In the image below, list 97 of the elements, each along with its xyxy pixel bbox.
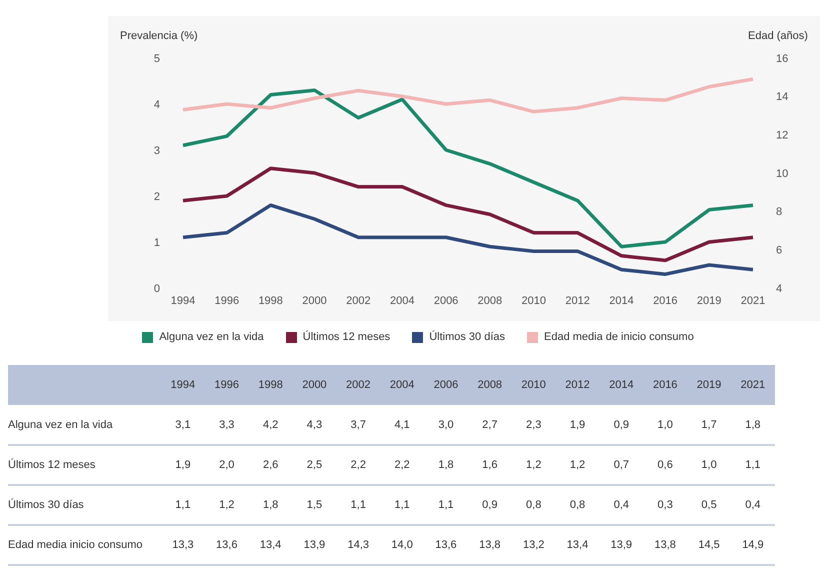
data-label: 3,7 [350, 418, 367, 432]
data-label: 13,2 [522, 538, 546, 553]
x-tick-label: 2016 [653, 294, 678, 307]
y-tick-label: 2 [154, 190, 160, 203]
data-label: 1,8 [437, 458, 455, 473]
data-label: 3,3 [218, 418, 236, 432]
data-label: 1,0 [700, 458, 718, 473]
data-label: 4,3 [306, 418, 324, 432]
data-label: 0,8 [525, 498, 542, 513]
legend-label: Últimos 30 días [429, 331, 505, 343]
data-label: 0,4 [744, 498, 762, 513]
y-tick-label: 5 [154, 52, 160, 65]
legend-label: Edad media de inicio consumo [544, 331, 694, 343]
y-tick-label: 0 [154, 282, 160, 295]
data-label: 4,2 [262, 418, 280, 432]
line-series [181, 77, 755, 114]
data-label: 13,3 [171, 538, 195, 553]
data-label: 13,8 [478, 538, 502, 553]
data-label: 1,2 [218, 498, 236, 513]
data-label: 1,2 [525, 458, 542, 473]
data-label: 1,2 [568, 458, 586, 473]
data-label: 13,6 [434, 538, 458, 553]
data-label: 2,3 [525, 418, 542, 432]
x-tick-label: 2012 [565, 294, 590, 307]
data-label: 1,1 [174, 498, 192, 513]
y2-tick-label: 12 [776, 130, 788, 142]
y2-tick-label: 16 [776, 52, 788, 65]
y2-tick-label: 6 [776, 244, 782, 257]
data-label: 2,2 [350, 458, 367, 473]
data-label: 13,9 [610, 538, 634, 553]
y2-tick-label: 14 [776, 91, 788, 104]
data-label: 2,0 [218, 458, 236, 473]
line-series [181, 88, 755, 248]
data-label: 2,7 [481, 418, 498, 432]
data-label: 13,9 [302, 538, 326, 553]
data-label: 0,3 [656, 498, 674, 513]
data-label: 0,5 [700, 498, 718, 513]
x-tick-label: 2014 [609, 294, 634, 307]
data-label: 2,5 [306, 458, 324, 473]
data-label: 1,9 [568, 418, 586, 432]
data-label: 0,8 [568, 498, 586, 513]
x-tick-label: 2002 [346, 294, 371, 307]
y2-tick-label: 8 [776, 206, 782, 218]
line-series [181, 166, 755, 262]
data-label: 1,7 [700, 418, 718, 432]
data-label: 13,4 [566, 538, 590, 553]
legend-label: Últimos 12 meses [302, 331, 390, 343]
y-tick-label: 4 [154, 98, 160, 111]
x-tick-label: 2000 [302, 294, 327, 307]
data-label: 1,8 [744, 418, 762, 432]
data-label: 1,8 [262, 498, 280, 513]
y-tick-label: 1 [154, 236, 160, 249]
data-label: 1,5 [306, 498, 324, 513]
data-label: 1,1 [744, 458, 762, 473]
data-label: 1,1 [437, 498, 455, 513]
data-label: 3,0 [437, 418, 455, 432]
text: Últimos 12 meses [8, 458, 96, 473]
data-label: 2,6 [262, 458, 280, 473]
data-label: 4,1 [393, 418, 411, 432]
x-tick-label: 2021 [740, 294, 766, 307]
x-tick-label: 1994 [170, 294, 196, 307]
data-label: 1,1 [350, 498, 367, 513]
x-tick-label: 1998 [258, 294, 283, 307]
data-label: 1,9 [174, 458, 192, 473]
data-label: 3,1 [174, 418, 192, 432]
text: Alguna vez en la vida [8, 418, 114, 432]
data-label: 0,9 [481, 498, 498, 513]
line-series [181, 203, 755, 276]
x-tick-label: 2008 [478, 294, 502, 307]
data-label: 0,9 [612, 418, 630, 432]
y-tick-label: 3 [154, 144, 160, 157]
y2-axis-title: Edad (años) [748, 30, 808, 42]
data-label: 14,9 [741, 538, 765, 553]
y-axis-title: Prevalencia (%) [120, 30, 198, 42]
legend-label: Alguna vez en la vida [159, 331, 264, 343]
data-label: 0,6 [656, 458, 674, 473]
data-label: 13,4 [258, 538, 282, 553]
data-label: 14,0 [390, 538, 414, 553]
data-label: 13,8 [653, 538, 677, 553]
data-label: 0,7 [612, 458, 630, 473]
x-tick-label: 1996 [214, 294, 240, 307]
text: Últimos 30 días [8, 498, 85, 513]
data-label: 14,3 [346, 538, 370, 553]
data-label: 13,6 [215, 538, 238, 553]
data-label: 2,2 [393, 458, 411, 473]
x-tick-label: 2019 [696, 294, 722, 307]
y2-tick-label: 10 [776, 168, 788, 180]
data-label: 14,5 [697, 538, 721, 553]
x-tick-label: 2010 [522, 294, 546, 307]
data-label: 1,0 [656, 418, 674, 432]
text: Edad media inicio consumo [8, 538, 144, 553]
x-tick-label: 2004 [390, 294, 414, 307]
data-label: 0,4 [612, 498, 630, 513]
x-tick-label: 2006 [434, 294, 458, 307]
y2-tick-label: 4 [776, 282, 782, 295]
data-label: 1,6 [481, 458, 498, 473]
data-label: 1,1 [393, 498, 411, 513]
